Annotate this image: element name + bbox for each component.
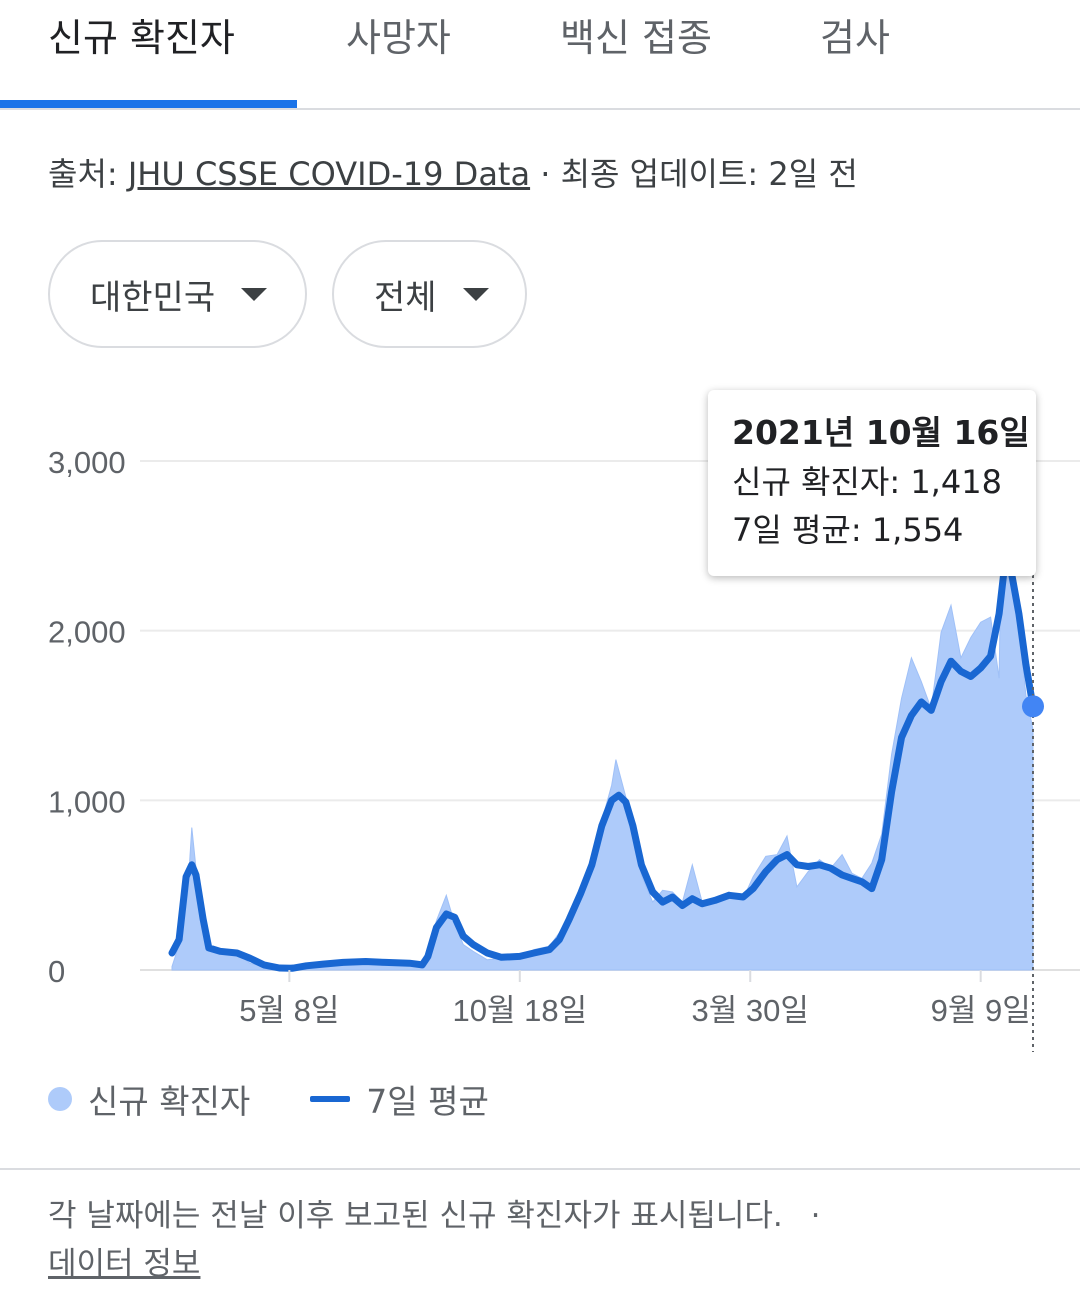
- metric-tabs: 신규 확진자 사망자 백신 접종 검사: [0, 0, 1080, 110]
- y-tick-label: 3,000: [48, 445, 126, 480]
- data-info-link[interactable]: 데이터 정보: [48, 1246, 201, 1282]
- tab-tests[interactable]: 검사: [820, 16, 890, 60]
- chart-tooltip: 2021년 10월 16일 신규 확진자: 1,418 7일 평균: 1,554: [708, 390, 1036, 576]
- x-tick-label: 5월 8일: [239, 993, 339, 1028]
- last-updated: · 최종 업데이트: 2일 전: [530, 155, 858, 193]
- x-tick-label: 10월 18일: [452, 993, 587, 1028]
- cases-chart[interactable]: 0 1,000 2,000 3,000 5월 8일 10월 18일 3월 30일 9월 9일: [0, 380, 1080, 1070]
- chart-legend: 신규 확진자 7일 평균: [48, 1074, 489, 1124]
- x-tick-label: 3월 30일: [692, 993, 809, 1028]
- scope-dropdown-label: 전체: [374, 277, 437, 318]
- tooltip-cases: 신규 확진자: 1,418: [732, 463, 1002, 501]
- tooltip-date: 2021년 10월 16일: [732, 413, 1030, 452]
- tab-vaccinations[interactable]: 백신 접종: [560, 16, 712, 60]
- x-tick-label: 9월 9일: [931, 993, 1031, 1028]
- tab-new-cases[interactable]: 신규 확진자: [48, 16, 235, 60]
- active-tab-indicator: [0, 100, 297, 108]
- divider: [0, 1168, 1080, 1170]
- tooltip-average: 7일 평균: 1,554: [732, 511, 964, 549]
- y-tick-label: 2,000: [48, 615, 126, 650]
- footnote-text: 각 날짜에는 전날 이후 보고된 신규 확진자가 표시됩니다.: [48, 1198, 783, 1234]
- source-prefix: 출처:: [48, 155, 128, 193]
- average-legend-label: 7일 평균: [366, 1082, 489, 1121]
- footnote: 각 날짜에는 전날 이후 보고된 신규 확진자가 표시됩니다. · 데이터 정보: [48, 1192, 1048, 1288]
- cases-legend-label: 신규 확진자: [88, 1082, 251, 1121]
- y-tick-label: 0: [48, 954, 65, 989]
- dropdown-arrow-icon: [241, 287, 268, 301]
- average-legend-swatch: [310, 1096, 351, 1102]
- region-dropdown[interactable]: 대한민국: [48, 240, 307, 348]
- scope-dropdown[interactable]: 전체: [332, 240, 527, 348]
- source-line: 출처: JHU CSSE COVID-19 Data · 최종 업데이트: 2일…: [48, 150, 858, 198]
- source-link[interactable]: JHU CSSE COVID-19 Data: [127, 155, 531, 193]
- y-tick-label: 1,000: [48, 784, 126, 819]
- footnote-separator: ·: [810, 1198, 821, 1234]
- dropdown-arrow-icon: [462, 287, 489, 301]
- seven-day-average-line: [168, 549, 1037, 972]
- highlight-point: [1022, 695, 1044, 718]
- tab-deaths[interactable]: 사망자: [346, 16, 451, 60]
- cases-legend-swatch: [48, 1087, 72, 1111]
- region-dropdown-label: 대한민국: [90, 277, 216, 318]
